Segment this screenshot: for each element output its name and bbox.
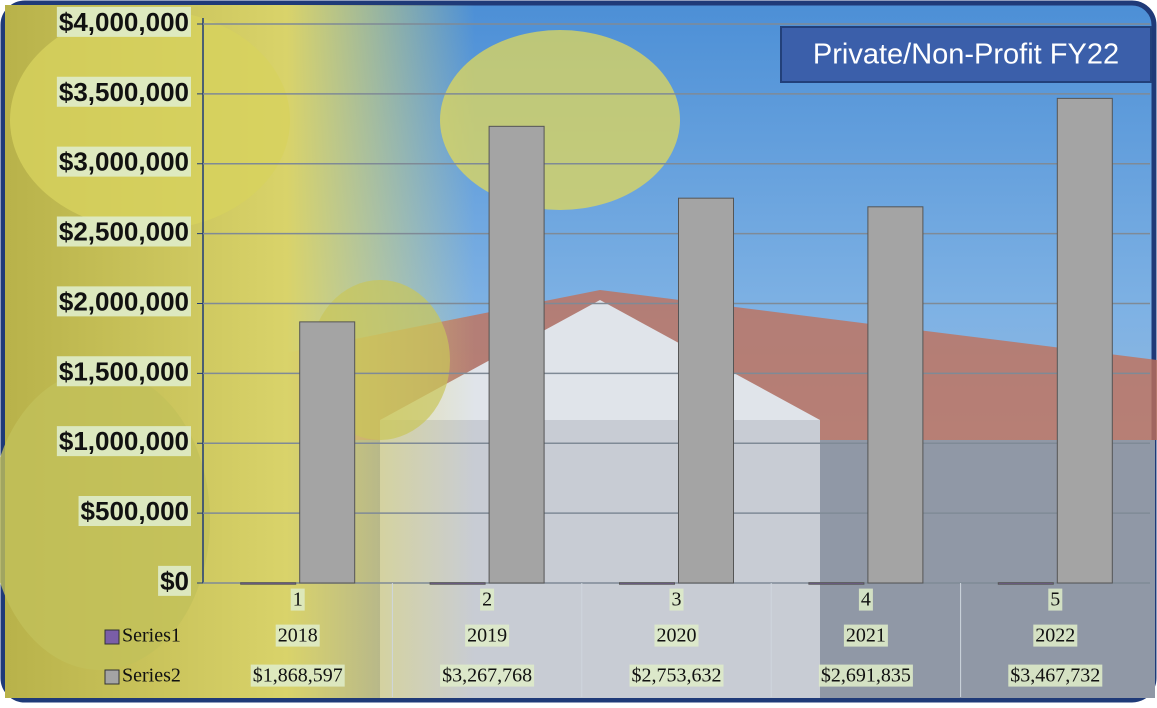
table-value: 2022 — [1035, 625, 1075, 647]
bar — [808, 582, 865, 585]
label-background — [56, 426, 191, 457]
x-tick-label: 4 — [861, 589, 871, 611]
label-background — [78, 496, 191, 526]
table-value: 2018 — [278, 625, 318, 647]
label-background — [654, 624, 699, 647]
x-tick-label: 2 — [482, 589, 492, 611]
label-background — [290, 588, 305, 611]
label-background — [56, 286, 191, 317]
bar — [429, 582, 486, 585]
bar — [678, 197, 734, 584]
y-tick-label: $2,000,000 — [59, 286, 189, 316]
bar — [867, 206, 924, 584]
label-background — [629, 664, 724, 687]
y-tick-label: $500,000 — [81, 496, 189, 526]
y-tick-label: $1,000,000 — [59, 426, 189, 456]
bar — [240, 582, 297, 585]
title-box — [780, 26, 1152, 83]
y-tick-label: $1,500,000 — [59, 356, 189, 386]
leaf — [440, 30, 680, 210]
label-background — [843, 624, 888, 647]
table-value: 2021 — [846, 625, 886, 647]
y-tick-label: $0 — [160, 566, 189, 596]
bar — [619, 582, 675, 585]
x-tick-label: 5 — [1050, 589, 1060, 611]
bar — [299, 321, 356, 584]
table-value: $2,753,632 — [632, 665, 722, 687]
label-background — [56, 146, 191, 177]
x-tick-label: 3 — [672, 589, 682, 611]
label-background — [669, 588, 684, 611]
label-background — [56, 6, 191, 37]
legend-key — [104, 629, 120, 645]
label-background — [275, 624, 320, 647]
table-value: $2,691,835 — [821, 665, 911, 687]
bar — [488, 125, 545, 584]
label-background — [56, 76, 191, 107]
label-background — [1048, 588, 1063, 611]
label-background — [440, 664, 535, 687]
table-value: $3,267,768 — [442, 665, 532, 687]
bar — [997, 582, 1054, 585]
y-tick-label: $4,000,000 — [59, 7, 189, 37]
label-background — [56, 356, 191, 387]
y-tick-label: $3,500,000 — [59, 77, 189, 107]
legend-key — [104, 669, 120, 685]
leaf — [10, 10, 290, 230]
label-background — [818, 664, 913, 687]
label-background — [858, 588, 873, 611]
label-background — [250, 664, 345, 687]
table-value: 2019 — [467, 625, 507, 647]
label-background — [465, 624, 510, 647]
x-tick-label: 1 — [293, 589, 303, 611]
label-background — [1033, 624, 1078, 647]
label-background — [56, 216, 191, 247]
bar — [1056, 97, 1113, 584]
table-value: $1,868,597 — [253, 665, 343, 687]
y-tick-label: $3,000,000 — [59, 147, 189, 177]
label-background — [480, 588, 495, 611]
y-tick-label: $2,500,000 — [59, 217, 189, 247]
table-value: 2020 — [657, 625, 697, 647]
table-value: $3,467,732 — [1010, 665, 1100, 687]
label-background — [1008, 664, 1103, 687]
label-background — [158, 565, 191, 596]
legend-label: Series1 — [122, 625, 181, 647]
legend-label: Series2 — [122, 665, 181, 687]
chart-title: Private/Non-Profit FY22 — [813, 39, 1119, 71]
